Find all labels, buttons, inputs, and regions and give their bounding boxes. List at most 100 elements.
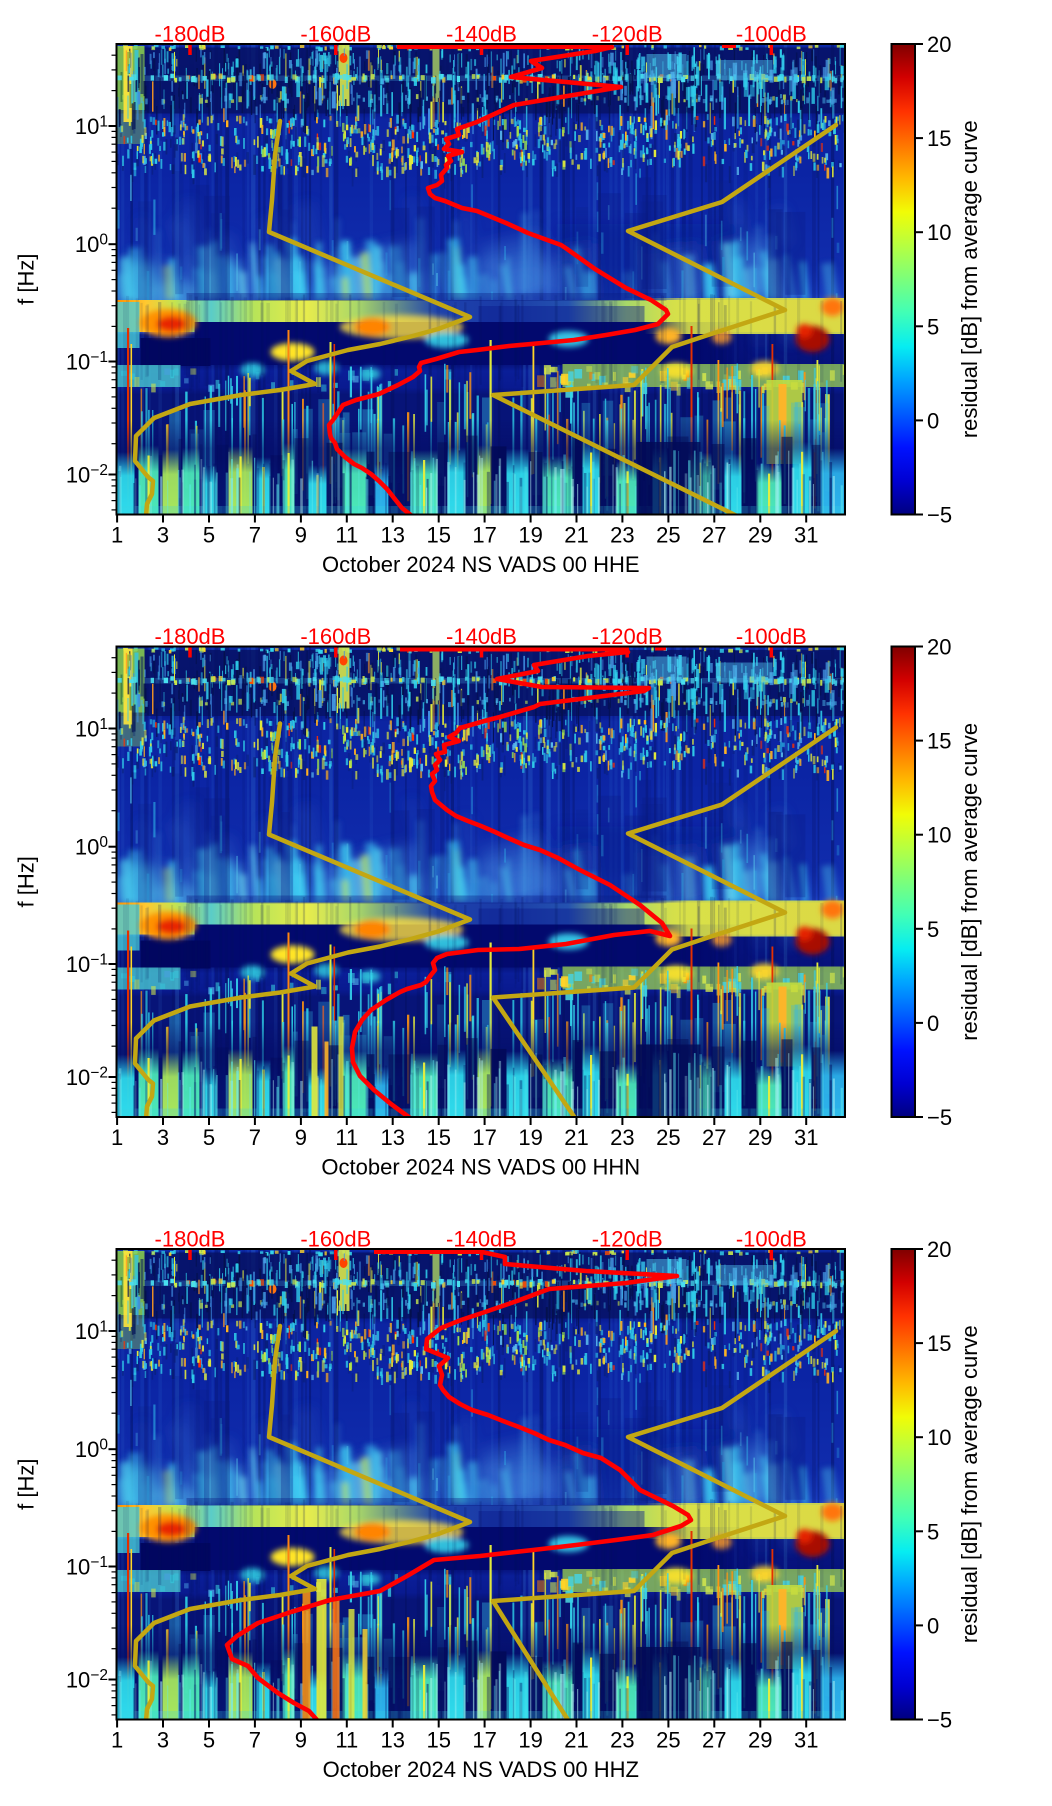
svg-text:1: 1 — [99, 114, 108, 131]
svg-text:residual [dB] from average cur: residual [dB] from average curve — [957, 723, 982, 1041]
svg-text:1: 1 — [111, 1728, 123, 1753]
svg-text:7: 7 — [249, 1125, 261, 1150]
svg-text:10: 10 — [75, 835, 99, 860]
svg-text:-100dB: -100dB — [736, 22, 807, 47]
svg-text:10: 10 — [75, 232, 99, 257]
svg-text:5: 5 — [927, 917, 939, 942]
svg-text:9: 9 — [295, 1728, 307, 1753]
svg-text:27: 27 — [702, 1728, 726, 1753]
svg-text:15: 15 — [426, 1728, 450, 1753]
svg-text:5: 5 — [203, 1728, 215, 1753]
svg-text:23: 23 — [610, 1125, 634, 1150]
svg-text:−1: −1 — [90, 349, 108, 366]
svg-text:10: 10 — [75, 1437, 99, 1462]
svg-text:21: 21 — [564, 1728, 588, 1753]
svg-text:29: 29 — [748, 523, 772, 548]
svg-text:October 2024 NS VADS 00 HHN: October 2024 NS VADS 00 HHN — [321, 1155, 640, 1180]
svg-text:−2: −2 — [90, 1667, 108, 1684]
svg-text:10: 10 — [66, 1065, 90, 1090]
svg-text:11: 11 — [335, 1728, 358, 1753]
svg-text:15: 15 — [927, 1331, 951, 1356]
svg-text:10: 10 — [927, 823, 951, 848]
svg-text:10: 10 — [66, 1555, 90, 1580]
svg-text:20: 20 — [927, 32, 951, 57]
svg-text:0: 0 — [99, 1437, 108, 1454]
svg-text:31: 31 — [794, 1728, 818, 1753]
svg-text:f [Hz]: f [Hz] — [14, 254, 39, 305]
svg-text:-120dB: -120dB — [592, 624, 663, 649]
svg-text:10: 10 — [66, 350, 90, 375]
svg-text:−5: −5 — [927, 1105, 952, 1130]
svg-text:25: 25 — [656, 1125, 680, 1150]
svg-text:residual [dB] from average cur: residual [dB] from average curve — [957, 120, 982, 438]
svg-text:1: 1 — [99, 1319, 108, 1336]
svg-text:21: 21 — [564, 1125, 588, 1150]
svg-text:25: 25 — [656, 523, 680, 548]
svg-text:17: 17 — [472, 1728, 496, 1753]
svg-text:10: 10 — [75, 1319, 99, 1344]
svg-text:-160dB: -160dB — [300, 22, 371, 47]
svg-text:15: 15 — [426, 523, 450, 548]
svg-text:17: 17 — [472, 523, 496, 548]
svg-text:10: 10 — [66, 463, 90, 488]
svg-text:-160dB: -160dB — [300, 624, 371, 649]
svg-text:-180dB: -180dB — [155, 22, 226, 47]
svg-text:f [Hz]: f [Hz] — [14, 856, 39, 907]
svg-text:-140dB: -140dB — [446, 22, 517, 47]
svg-text:29: 29 — [748, 1125, 772, 1150]
svg-text:23: 23 — [610, 1728, 634, 1753]
svg-text:15: 15 — [927, 126, 951, 151]
svg-text:-140dB: -140dB — [446, 1227, 517, 1252]
svg-text:27: 27 — [702, 523, 726, 548]
svg-text:1: 1 — [111, 1125, 123, 1150]
svg-text:5: 5 — [203, 1125, 215, 1150]
svg-text:10: 10 — [927, 1425, 951, 1450]
svg-text:29: 29 — [748, 1728, 772, 1753]
svg-text:13: 13 — [380, 1125, 404, 1150]
svg-text:19: 19 — [518, 1125, 542, 1150]
svg-text:9: 9 — [295, 523, 307, 548]
svg-text:25: 25 — [656, 1728, 680, 1753]
svg-text:10: 10 — [75, 717, 99, 742]
svg-text:13: 13 — [380, 523, 404, 548]
svg-text:-100dB: -100dB — [736, 1227, 807, 1252]
svg-text:0: 0 — [927, 1011, 939, 1036]
svg-text:19: 19 — [518, 1728, 542, 1753]
svg-text:-160dB: -160dB — [300, 1227, 371, 1252]
svg-text:11: 11 — [335, 1125, 358, 1150]
svg-text:11: 11 — [335, 523, 358, 548]
svg-text:−1: −1 — [90, 952, 108, 969]
svg-text:-140dB: -140dB — [446, 624, 517, 649]
svg-text:5: 5 — [927, 1519, 939, 1544]
svg-text:0: 0 — [99, 232, 108, 249]
svg-text:October 2024 NS VADS 00 HHZ: October 2024 NS VADS 00 HHZ — [323, 1757, 639, 1782]
svg-text:0: 0 — [927, 1613, 939, 1638]
svg-text:20: 20 — [927, 635, 951, 660]
svg-text:10: 10 — [75, 114, 99, 139]
svg-text:15: 15 — [426, 1125, 450, 1150]
svg-text:3: 3 — [157, 523, 169, 548]
svg-text:7: 7 — [249, 523, 261, 548]
svg-text:residual [dB] from average cur: residual [dB] from average curve — [957, 1325, 982, 1643]
svg-text:1: 1 — [99, 716, 108, 733]
svg-text:1: 1 — [111, 523, 123, 548]
svg-text:13: 13 — [380, 1728, 404, 1753]
svg-text:31: 31 — [794, 1125, 818, 1150]
svg-text:10: 10 — [927, 220, 951, 245]
svg-text:f [Hz]: f [Hz] — [14, 1459, 39, 1510]
svg-text:−5: −5 — [927, 1708, 952, 1733]
svg-text:3: 3 — [157, 1125, 169, 1150]
svg-text:31: 31 — [794, 523, 818, 548]
svg-text:October 2024 NS VADS 00 HHE: October 2024 NS VADS 00 HHE — [322, 552, 640, 577]
svg-text:10: 10 — [66, 1668, 90, 1693]
svg-text:7: 7 — [249, 1728, 261, 1753]
svg-text:9: 9 — [295, 1125, 307, 1150]
svg-text:15: 15 — [927, 729, 951, 754]
svg-text:-120dB: -120dB — [592, 22, 663, 47]
svg-text:−2: −2 — [90, 1065, 108, 1082]
svg-text:20: 20 — [927, 1237, 951, 1262]
svg-text:17: 17 — [472, 1125, 496, 1150]
svg-text:0: 0 — [99, 834, 108, 851]
svg-text:-180dB: -180dB — [155, 624, 226, 649]
svg-text:-180dB: -180dB — [155, 1227, 226, 1252]
